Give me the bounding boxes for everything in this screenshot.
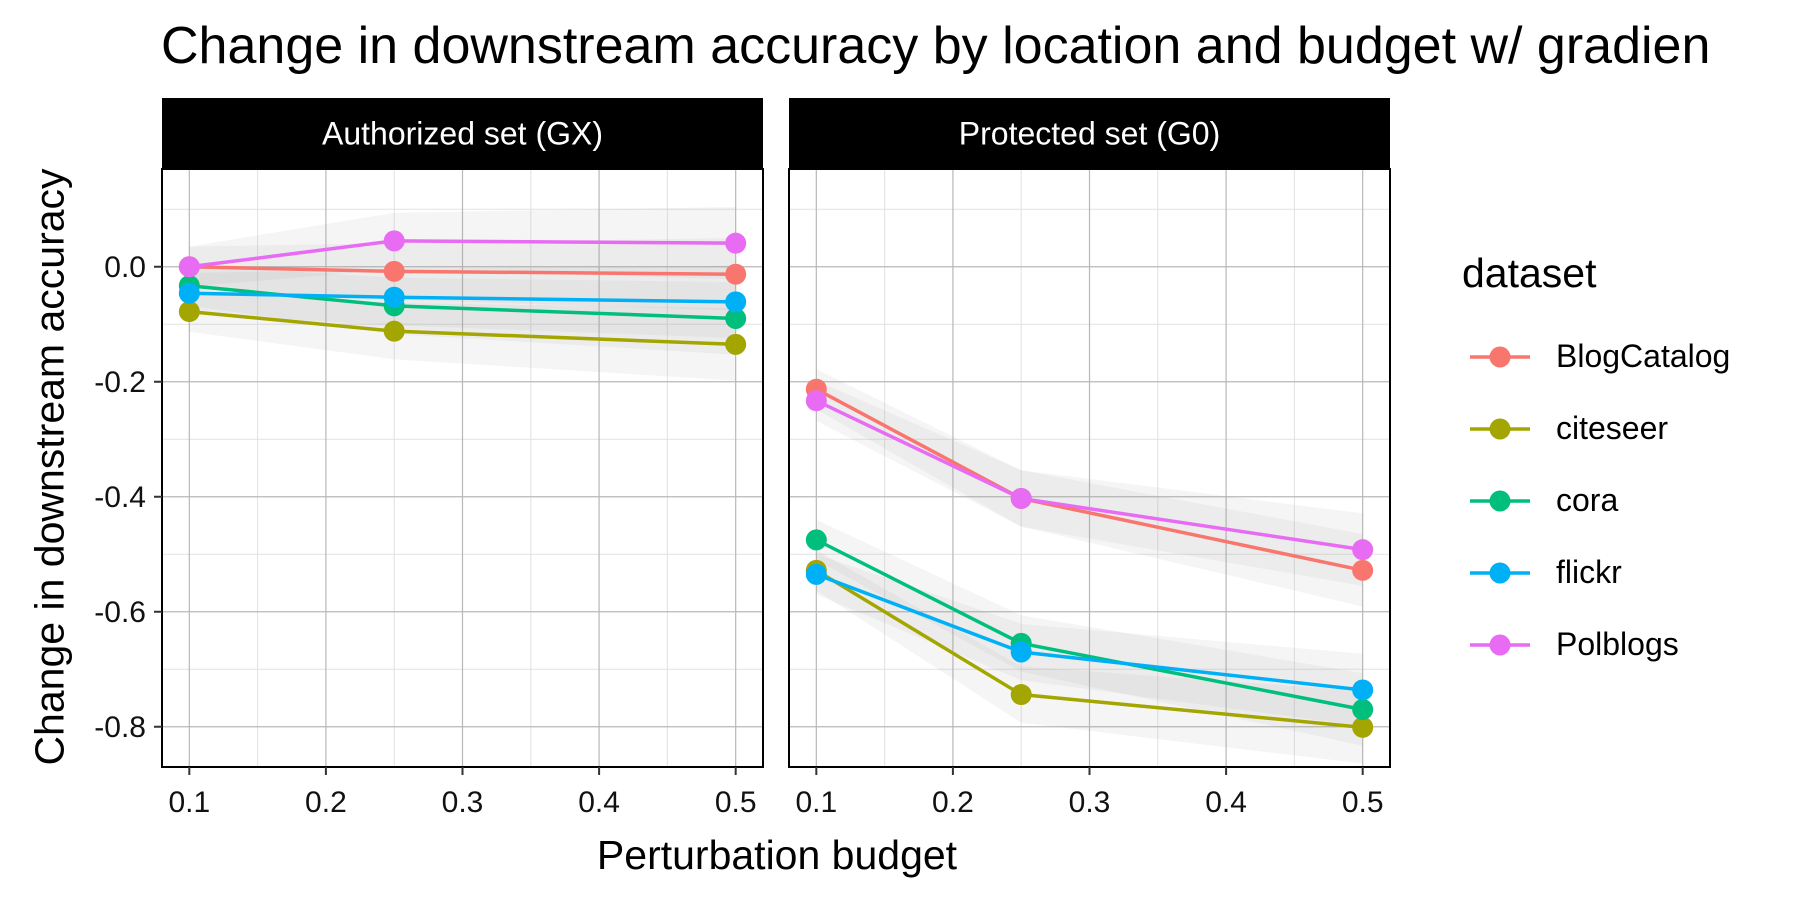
chart-title: Change in downstream accuracy by locatio… bbox=[161, 17, 1711, 75]
legend-swatch-point bbox=[1489, 490, 1511, 512]
legend-label: BlogCatalog bbox=[1556, 338, 1731, 374]
panel-2-point-flickr bbox=[1352, 679, 1374, 701]
panel-1-point-flickr bbox=[725, 291, 747, 313]
panel-2-point-polblogs bbox=[1010, 487, 1032, 509]
panel-2-ribbon-polblogs bbox=[816, 380, 1363, 586]
panel-1-x-tick-label: 0.2 bbox=[305, 786, 347, 819]
panel-2-point-citeseer bbox=[1352, 716, 1374, 738]
panel-2-x-tick-label: 0.2 bbox=[932, 786, 974, 819]
panel-2-x-tick-label: 0.3 bbox=[1069, 786, 1111, 819]
panel-1-ribbon-polblogs bbox=[189, 206, 736, 287]
panel-1-ribbon-flickr bbox=[189, 265, 736, 339]
panel-1-point-polblogs bbox=[383, 230, 405, 252]
panel-1-x-tick-label: 0.4 bbox=[578, 786, 620, 819]
panel-2-x-tick-label: 0.4 bbox=[1205, 786, 1247, 819]
panel-2-point-cora bbox=[805, 529, 827, 551]
panel-2-x-tick-label: 0.5 bbox=[1342, 786, 1384, 819]
panel-2-strip bbox=[789, 98, 1390, 169]
legend-label: cora bbox=[1556, 482, 1619, 518]
y-tick-label: 0.0 bbox=[104, 251, 146, 284]
panel-1-point-polblogs bbox=[178, 256, 200, 278]
y-tick-label: -0.8 bbox=[94, 711, 146, 744]
legend-swatch-point bbox=[1489, 418, 1511, 440]
panel-1-x-tick-label: 0.3 bbox=[442, 786, 484, 819]
panel-1-ribbon-blogcatalog bbox=[189, 238, 736, 311]
panel-1-point-citeseer bbox=[178, 301, 200, 323]
panel-1-strip-title: Authorized set (GX) bbox=[322, 116, 603, 152]
panel-1-point-blogcatalog bbox=[383, 260, 405, 282]
y-tick-label: -0.2 bbox=[94, 366, 146, 399]
legend-item-flickr: flickr bbox=[1470, 548, 1770, 598]
panel-1-point-polblogs bbox=[725, 232, 747, 254]
legend-swatch-point bbox=[1489, 562, 1511, 584]
panel-1-point-citeseer bbox=[725, 333, 747, 355]
legend-swatch bbox=[1470, 634, 1530, 656]
legend-item-citeseer: citeseer bbox=[1470, 404, 1770, 454]
legend-title: dataset bbox=[1462, 250, 1597, 296]
legend-swatch bbox=[1470, 490, 1530, 512]
panel-1-strip bbox=[162, 98, 763, 169]
legend-item-blogcatalog: BlogCatalog bbox=[1470, 332, 1770, 382]
panel-1-ribbon-cora bbox=[189, 265, 736, 355]
panel-2-point-flickr bbox=[1010, 641, 1032, 663]
panel-2-ribbon-cora bbox=[816, 519, 1363, 746]
y-tick-label: -0.4 bbox=[94, 481, 146, 514]
panel-2-point-cora bbox=[1352, 699, 1374, 720]
panel-2-point-flickr bbox=[805, 563, 827, 585]
legend-item-polblogs: Polblogs bbox=[1470, 620, 1770, 670]
legend-item-cora: cora bbox=[1470, 476, 1770, 526]
panel-2-point-polblogs bbox=[1352, 539, 1374, 561]
panel-2-point-citeseer bbox=[1010, 684, 1032, 706]
legend-label: citeseer bbox=[1556, 410, 1669, 446]
panel-2-x-tick-label: 0.1 bbox=[795, 786, 837, 819]
panel-1-x-tick-label: 0.1 bbox=[168, 786, 210, 819]
legend-swatch bbox=[1470, 346, 1530, 368]
panel-1-x-tick-label: 0.5 bbox=[715, 786, 757, 819]
legend-swatch bbox=[1470, 418, 1530, 440]
panel-1-point-flickr bbox=[178, 282, 200, 304]
panel-1-point-citeseer bbox=[383, 320, 405, 342]
panel-2-strip-title: Protected set (G0) bbox=[959, 116, 1220, 152]
panel-1-point-blogcatalog bbox=[725, 263, 747, 285]
panel-2-ribbon-citeseer bbox=[816, 550, 1363, 764]
x-axis-label: Perturbation budget bbox=[596, 832, 958, 878]
panel-1-point-cora bbox=[725, 308, 747, 329]
legend-label: Polblogs bbox=[1556, 626, 1679, 662]
legend-label: flickr bbox=[1556, 554, 1622, 590]
y-tick-label: -0.6 bbox=[94, 596, 146, 629]
legend-swatch bbox=[1470, 562, 1530, 584]
legend-swatch-point bbox=[1489, 634, 1511, 656]
legend-swatch-point bbox=[1489, 346, 1511, 368]
panel-1-point-flickr bbox=[383, 286, 405, 308]
panel-2-ribbon-blogcatalog bbox=[816, 369, 1363, 607]
panel-2-point-blogcatalog bbox=[1352, 559, 1374, 581]
panel-2-point-polblogs bbox=[805, 390, 827, 412]
